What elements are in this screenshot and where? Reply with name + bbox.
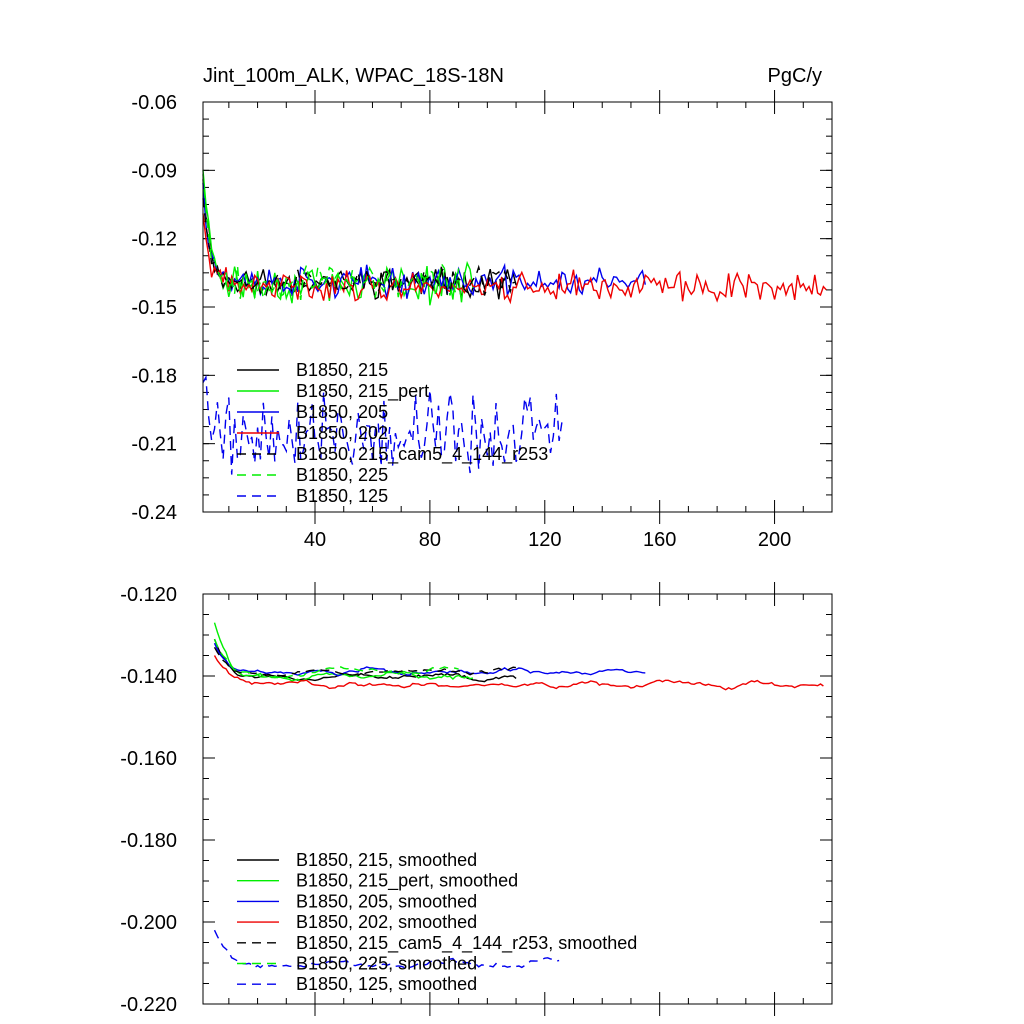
- top-series-line: [202, 174, 460, 300]
- top-legend-label: B1850, 215_pert: [296, 381, 429, 402]
- top-ytick-label: -0.18: [131, 365, 177, 387]
- top-ytick-label: -0.21: [131, 434, 177, 456]
- top-ytick-label: -0.15: [131, 297, 177, 319]
- top-xtick-label: 40: [304, 529, 326, 551]
- bottom-legend-label: B1850, 215_pert, smoothed: [296, 871, 518, 892]
- top-xtick-label: 200: [758, 529, 791, 551]
- top-legend-label: B1850, 205: [296, 402, 388, 422]
- bottom-ytick-label: -0.120: [120, 584, 177, 606]
- bottom-legend-label: B1850, 205, smoothed: [296, 891, 477, 911]
- top-xtick-label: 120: [528, 529, 561, 551]
- bottom-ytick-label: -0.220: [120, 994, 177, 1016]
- bottom-panel: -0.120 -0.140 -0.160 -0.180 -0.200 -0.220 B18…: [120, 582, 833, 1016]
- bottom-ytick-label: -0.200: [120, 912, 177, 934]
- top-ytick-label: -0.06: [131, 92, 177, 114]
- top-panel: Jint_100m_ALK, WPAC_18S-18N PgC/y -0.06 -…: [131, 65, 833, 551]
- bottom-legend-label: B1850, 225, smoothed: [296, 954, 477, 974]
- bottom-legend-label: B1850, 215_cam5_4_144_r253, smoothed: [296, 933, 637, 954]
- top-legend-label: B1850, 202: [296, 423, 388, 443]
- bottom-plot-frame: [202, 593, 833, 1005]
- bottom-series-line: [213, 655, 824, 691]
- top-series-lines: [202, 170, 827, 475]
- bottom-series-lines: [213, 622, 824, 969]
- top-x-axis: 40 80 120 160 200: [228, 90, 833, 551]
- top-series-line: [202, 198, 517, 297]
- top-legend-label: B1850, 215_cam5_4_144_r253: [296, 444, 548, 465]
- top-ytick-label: -0.09: [131, 160, 177, 182]
- bottom-ytick-label: -0.160: [120, 748, 177, 770]
- bottom-legend-label: B1850, 215, smoothed: [296, 850, 477, 870]
- top-ytick-label: -0.24: [131, 502, 177, 524]
- top-series-line: [202, 213, 827, 305]
- top-plot-frame: [202, 101, 833, 513]
- bottom-series-line: [213, 638, 517, 683]
- bottom-ytick-label: -0.140: [120, 666, 177, 688]
- bottom-series-line: [213, 638, 459, 679]
- top-xtick-label: 160: [643, 529, 676, 551]
- top-legend-label: B1850, 225: [296, 465, 388, 485]
- bottom-legend-label: B1850, 125, smoothed: [296, 974, 477, 994]
- bottom-ytick-label: -0.180: [120, 830, 177, 852]
- top-legend-label: B1850, 125: [296, 486, 388, 506]
- top-chart-units: PgC/y: [768, 65, 822, 87]
- top-series-line: [202, 182, 646, 300]
- top-xtick-label: 80: [419, 529, 441, 551]
- top-chart-title: Jint_100m_ALK, WPAC_18S-18N: [203, 65, 504, 87]
- bottom-legend-label: B1850, 202, smoothed: [296, 912, 477, 932]
- top-legend-label: B1850, 215: [296, 360, 388, 380]
- bottom-x-axis: [228, 582, 833, 1016]
- bottom-series-line: [213, 646, 517, 678]
- top-ytick-label: -0.12: [131, 229, 177, 251]
- bottom-series-line: [213, 929, 560, 969]
- bottom-series-line: [213, 642, 646, 677]
- bottom-y-axis: -0.120 -0.140 -0.160 -0.180 -0.200 -0.220: [120, 584, 832, 1016]
